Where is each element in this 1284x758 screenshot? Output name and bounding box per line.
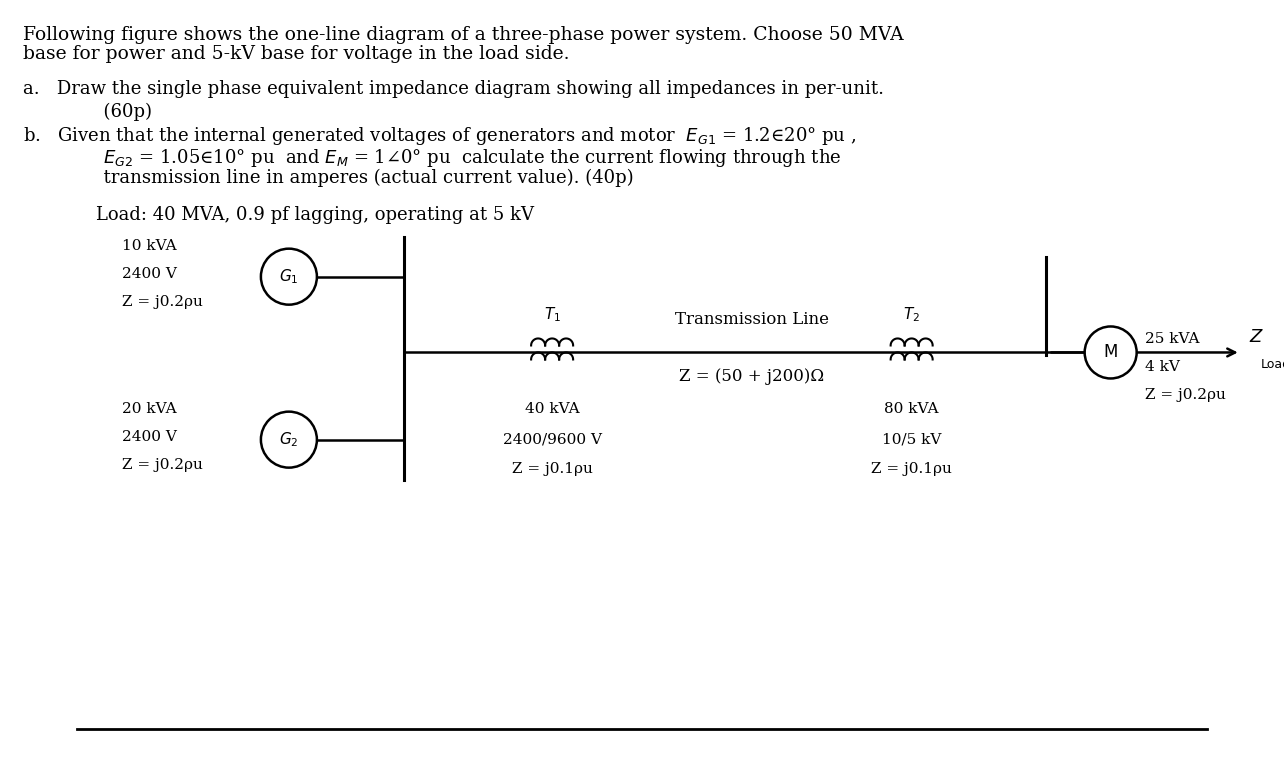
Text: 10 kVA: 10 kVA [122,239,177,252]
Text: base for power and 5-kV base for voltage in the load side.: base for power and 5-kV base for voltage… [23,45,570,64]
Text: transmission line in amperes (actual current value). (40p): transmission line in amperes (actual cur… [69,168,634,186]
Text: 4 kV: 4 kV [1144,361,1180,374]
Text: Z = j0.2ρu: Z = j0.2ρu [122,458,203,471]
Text: Z = j0.1ρu: Z = j0.1ρu [512,462,592,477]
Text: 2400 V: 2400 V [122,267,177,280]
Text: 2400 V: 2400 V [122,430,177,443]
Text: 2400/9600 V: 2400/9600 V [502,433,602,446]
Text: $Z$: $Z$ [1248,328,1263,346]
Text: 10/5 kV: 10/5 kV [882,433,941,446]
Text: $G_1$: $G_1$ [279,268,299,286]
Text: Z = (50 + j200)Ω: Z = (50 + j200)Ω [679,368,824,386]
Text: (60p): (60p) [69,103,153,121]
Text: 20 kVA: 20 kVA [122,402,177,415]
Text: a.   Draw the single phase equivalent impedance diagram showing all impedances i: a. Draw the single phase equivalent impe… [23,80,885,98]
Text: $T_2$: $T_2$ [903,305,921,324]
Text: Z = j0.2ρu: Z = j0.2ρu [122,295,203,309]
Circle shape [261,412,317,468]
Text: Load: 40 MVA, 0.9 pf lagging, operating at 5 kV: Load: 40 MVA, 0.9 pf lagging, operating … [96,206,534,224]
Text: Z = j0.1ρu: Z = j0.1ρu [872,462,951,477]
Text: $E_{G2}$ = 1.05∈10° pu  and $E_M$ = 1∠0° pu  calculate the current flowing throu: $E_{G2}$ = 1.05∈10° pu and $E_M$ = 1∠0° … [69,147,842,169]
Text: Transmission Line: Transmission Line [675,312,829,328]
Text: $T_1$: $T_1$ [543,305,561,324]
Text: b.   Given that the internal generated voltages of generators and motor  $E_{G1}: b. Given that the internal generated vol… [23,125,856,147]
Circle shape [1085,327,1136,378]
Text: Following figure shows the one-line diagram of a three-phase power system. Choos: Following figure shows the one-line diag… [23,26,904,44]
Text: 25 kVA: 25 kVA [1144,333,1199,346]
Text: $G_2$: $G_2$ [279,431,299,449]
Text: Z = j0.2ρu: Z = j0.2ρu [1144,388,1225,402]
Circle shape [261,249,317,305]
Text: 40 kVA: 40 kVA [525,402,579,416]
Text: Load: Load [1261,359,1284,371]
Text: 80 kVA: 80 kVA [885,402,939,416]
Text: M: M [1103,343,1118,362]
